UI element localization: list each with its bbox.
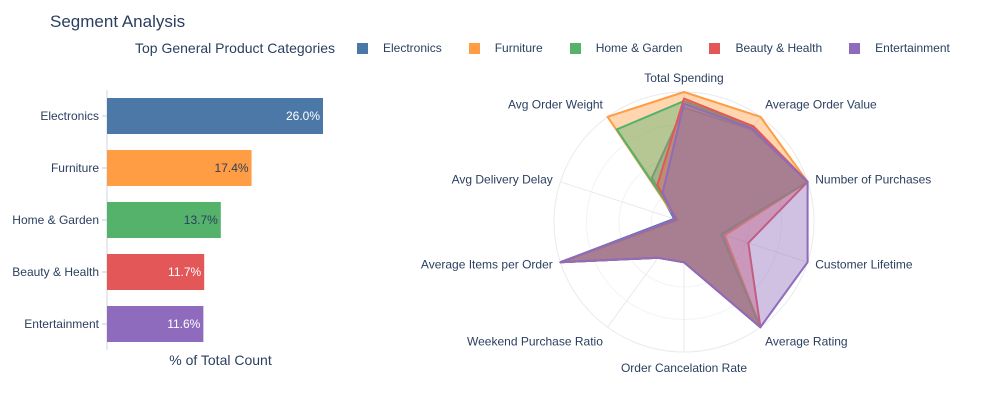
bar-value-label: 26.0% (286, 109, 320, 123)
bar-beauty-health[interactable] (107, 254, 205, 290)
bar-tick-label: Entertainment (24, 317, 99, 331)
bar-x-axis-label: % of Total Count (169, 352, 272, 368)
bar-electronics[interactable] (107, 98, 323, 134)
radar-axis-label: Weekend Purchase Ratio (467, 335, 603, 349)
legend-label: Electronics (383, 41, 442, 55)
bar-chart: Electronics 26.0% Furniture 17.4% Home & Gar… (12, 90, 323, 368)
legend: Electronics Furniture Home & Garden Beauty … (357, 41, 950, 55)
bar-value-label: 17.4% (215, 161, 249, 175)
bar-tick-label: Home & Garden (12, 213, 99, 227)
bar-tick-label: Furniture (51, 161, 99, 175)
bar-value-label: 11.7% (168, 265, 201, 279)
radar-axis-label: Avg Delivery Delay (452, 172, 553, 186)
legend-label: Home & Garden (595, 41, 683, 55)
legend-item-furniture[interactable]: Furniture (468, 41, 543, 55)
bar-value-label: 13.7% (184, 213, 218, 227)
legend-swatch (569, 42, 581, 54)
legend-swatch (468, 42, 480, 54)
radar-chart: Total Spending Average Order Value Number … (421, 71, 931, 375)
radar-series-entertainment[interactable] (559, 102, 809, 329)
bar-tick-label: Electronics (40, 109, 99, 123)
radar-axis-label: Order Cancelation Rate (621, 361, 747, 375)
radar-axis-label: Customer Lifetime (815, 258, 913, 272)
radar-spoke (683, 221, 761, 328)
bar-entertainment[interactable] (107, 306, 204, 342)
radar-axis-label: Average Order Value (765, 97, 877, 111)
legend-label: Beauty & Health (735, 41, 823, 55)
legend-item-entertainment[interactable]: Entertainment (849, 41, 950, 55)
bar-home-garden[interactable] (107, 202, 221, 238)
legend-swatch (849, 42, 861, 54)
bar-value-label: 11.6% (167, 317, 200, 331)
legend-label: Entertainment (875, 41, 950, 55)
radar-axis-label: Total Spending (644, 71, 723, 85)
chart-title: Segment Analysis (50, 12, 186, 31)
radar-spoke (683, 221, 808, 263)
radar-axis-label: Average Rating (765, 335, 848, 349)
legend-item-electronics[interactable]: Electronics (357, 41, 442, 55)
radar-spoke (607, 221, 685, 328)
radar-axis-label: Avg Order Weight (508, 97, 604, 111)
radar-axis-label: Average Items per Order (421, 258, 553, 272)
radar-axis-label: Number of Purchases (815, 172, 931, 186)
radar-spoke (683, 181, 808, 223)
legend-item-beauty-health[interactable]: Beauty & Health (709, 41, 822, 55)
legend-item-home-garden[interactable]: Home & Garden (569, 41, 683, 55)
bar-furniture[interactable] (107, 150, 252, 186)
bar-chart-subtitle: Top General Product Categories (135, 40, 335, 56)
legend-swatch (357, 42, 368, 54)
legend-swatch (709, 42, 721, 54)
legend-label: Furniture (494, 41, 543, 55)
radar-spoke (560, 181, 685, 223)
bar-tick-label: Beauty & Health (12, 265, 99, 279)
radar-spoke (683, 116, 761, 223)
